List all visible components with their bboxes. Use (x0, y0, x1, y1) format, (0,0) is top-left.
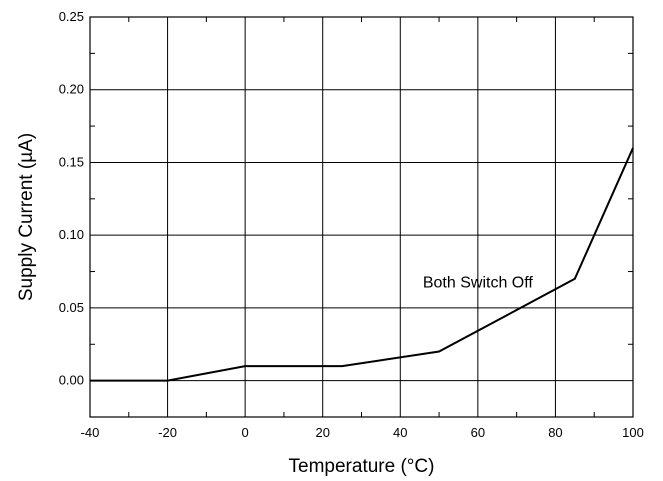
x-tick-label: 40 (393, 425, 407, 440)
annotation-both-switch-off: Both Switch Off (423, 275, 534, 292)
x-tick-labels: -40 -20 0 20 40 60 80 100 (81, 425, 644, 440)
y-tick-label: 0.25 (59, 9, 84, 24)
x-tick-label: -40 (81, 425, 100, 440)
y-tick-label: 0.00 (59, 373, 84, 388)
plot-area-frame (89, 16, 634, 418)
y-tick-labels: 0.00 0.05 0.10 0.15 0.20 0.25 (59, 9, 84, 388)
x-tick-label: 20 (315, 425, 329, 440)
x-tick-label: 60 (471, 425, 485, 440)
y-tick-label: 0.20 (59, 82, 84, 97)
x-axis-title: Temperature (°C) (289, 456, 435, 477)
series-line (90, 147, 634, 382)
y-axis-title: Supply Current (µA) (16, 133, 37, 301)
y-tick-label: 0.05 (59, 300, 84, 315)
minor-ticks (90, 17, 633, 418)
y-tick-label: 0.15 (59, 154, 84, 169)
x-tick-label: -20 (158, 425, 177, 440)
x-tick-label: 80 (548, 425, 562, 440)
x-tick-label: 0 (242, 425, 249, 440)
series-layer (90, 147, 634, 382)
x-tick-label: 100 (622, 425, 644, 440)
y-tick-label: 0.10 (59, 227, 84, 242)
grid-lines (90, 17, 633, 417)
